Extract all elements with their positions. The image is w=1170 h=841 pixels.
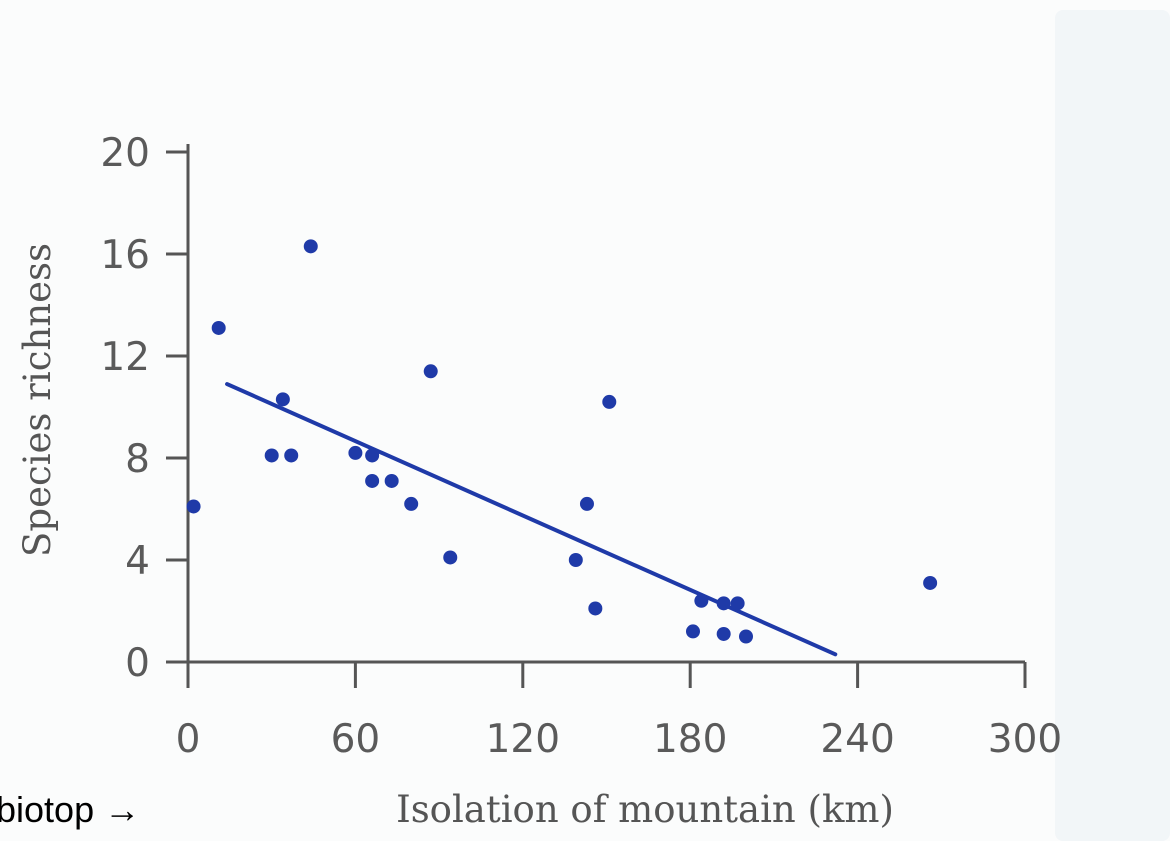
scatter-point: [384, 473, 399, 488]
scatter-point: [264, 448, 279, 463]
trend-line-group: [225, 382, 838, 657]
background-page-strip: [1055, 10, 1170, 841]
scatter-point: [579, 496, 594, 511]
scatter-point: [923, 575, 938, 590]
x-tick-label: 0: [176, 717, 201, 762]
y-axis-label: Species richness: [16, 243, 59, 557]
trend-line: [225, 382, 838, 657]
y-tick-label: 20: [100, 131, 150, 176]
scatter-point: [730, 596, 745, 611]
scatter-point: [602, 394, 617, 409]
scatter-point: [365, 473, 380, 488]
scatter-point: [211, 320, 226, 335]
x-tick-label: 60: [331, 717, 381, 762]
x-tick-label: 240: [820, 717, 894, 762]
scatter-point: [739, 629, 753, 644]
scatter-point: [365, 448, 380, 463]
y-tick-label: 8: [125, 437, 150, 482]
y-tick-label: 4: [125, 539, 150, 584]
x-tick-label: 300: [988, 717, 1062, 762]
axes: [168, 144, 1025, 664]
x-tick-label: 180: [653, 717, 727, 762]
scatter-point: [348, 445, 363, 460]
y-tick-label: 0: [125, 641, 150, 686]
y-tick-label: 16: [100, 233, 150, 278]
y-tick-label: 12: [100, 335, 150, 380]
biotop-annotation: biotop →: [0, 789, 140, 830]
x-axis-label: Isolation of mountain (km): [396, 788, 894, 831]
scatter-point: [423, 364, 438, 379]
scatter-point: [694, 593, 709, 608]
scatter-point: [404, 496, 419, 511]
scatter-point: [685, 624, 700, 639]
x-axis-ticks: 0 60 120 180 240 300: [176, 662, 1062, 762]
scatter-point: [275, 392, 290, 407]
y-axis-ticks: 0 4 8 12 16 20: [100, 131, 188, 686]
scatter-point: [284, 448, 299, 463]
x-tick-label: 120: [486, 717, 560, 762]
scatter-point: [716, 626, 731, 641]
scatter-point: [588, 601, 603, 616]
scatter-point: [443, 550, 458, 565]
scatter-point: [716, 596, 731, 611]
plot-area: 0 60 120 180 240 300 0 4 8 12 16 20 Isolation of m…: [0, 131, 1062, 831]
data-points: [186, 239, 938, 644]
scatter-point: [186, 499, 201, 514]
scatter-point: [303, 239, 318, 254]
scatter-point: [568, 553, 583, 567]
